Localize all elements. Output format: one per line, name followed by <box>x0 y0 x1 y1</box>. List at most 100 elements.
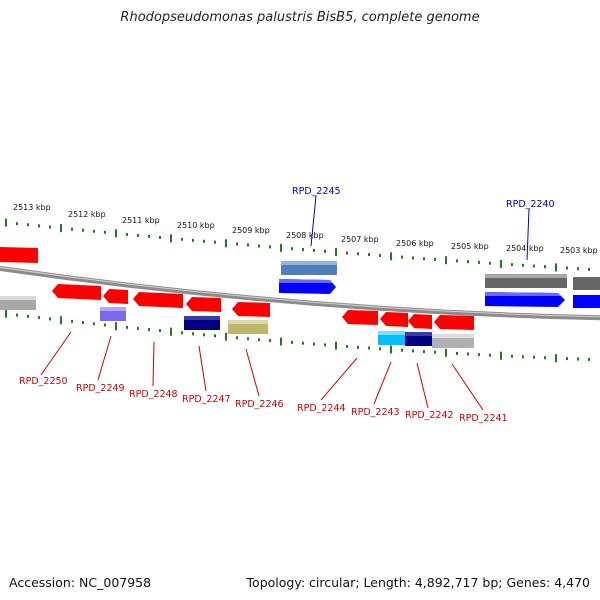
gene-label[interactable]: RPD_2247 <box>182 394 231 405</box>
topology-label: Topology: <box>246 575 306 590</box>
scale-minor-tick <box>291 247 293 251</box>
gene-reverse[interactable] <box>434 315 474 330</box>
gene-reverse[interactable] <box>186 297 221 312</box>
scale-minor-tick <box>544 356 546 360</box>
gene-rpd-2241[interactable] <box>432 334 474 348</box>
gene-reverse[interactable] <box>52 284 101 300</box>
scale-minor-tick <box>71 227 73 231</box>
gene-reverse[interactable] <box>133 292 183 308</box>
scale-minor-tick <box>148 328 150 332</box>
gene-label[interactable]: RPD_2240 <box>506 199 555 210</box>
scale-minor-tick <box>324 343 326 347</box>
gene-rpd-2250[interactable] <box>0 296 36 310</box>
gene-reverse[interactable] <box>232 302 270 317</box>
scale-minor-tick <box>533 264 535 268</box>
scale-minor-tick <box>181 237 183 241</box>
gene-label[interactable]: RPD_2244 <box>297 403 346 414</box>
gene-label[interactable]: RPD_2245 <box>292 186 341 197</box>
gene-label[interactable]: RPD_2243 <box>351 407 400 418</box>
scale-minor-tick <box>82 228 84 232</box>
gene-label[interactable]: RPD_2248 <box>129 389 178 400</box>
scale-minor-tick <box>104 323 106 327</box>
kbp-label: 2505 kbp <box>451 242 489 251</box>
scale-major-tick <box>60 224 62 233</box>
genome-backbone <box>0 265 600 321</box>
scale-minor-tick <box>467 352 469 356</box>
gene-rpd-2247[interactable] <box>184 316 220 330</box>
scale-minor-tick <box>566 357 568 361</box>
gene-reverse[interactable] <box>342 310 378 325</box>
kbp-label: 2508 kbp <box>286 231 324 240</box>
kbp-label: 2504 kbp <box>506 244 544 253</box>
scale-minor-tick <box>126 325 128 329</box>
scale-minor-tick <box>588 357 590 361</box>
scale-minor-tick <box>467 260 469 264</box>
scale-minor-tick <box>401 348 403 352</box>
gene-label[interactable]: RPD_2246 <box>235 399 284 410</box>
scale-minor-tick <box>214 240 216 244</box>
length-value: 4,892,717 bp <box>414 575 499 590</box>
gene-reverse[interactable] <box>103 289 128 304</box>
scale-minor-tick <box>357 345 359 349</box>
scale-minor-tick <box>192 238 194 242</box>
scale-minor-tick <box>93 322 95 326</box>
scale-minor-tick <box>236 242 238 246</box>
scale-major-tick <box>225 332 227 341</box>
scale-minor-tick <box>577 357 579 361</box>
genes-label: Genes: <box>506 575 551 590</box>
leader-lines-bottom <box>40 331 484 411</box>
gene-reverse[interactable] <box>380 312 408 327</box>
gene-partial-right[interactable] <box>573 277 600 308</box>
scale-minor-tick <box>203 239 205 243</box>
scale-minor-tick <box>423 257 425 261</box>
scale-minor-tick <box>456 259 458 263</box>
scale-bottom <box>5 309 590 363</box>
scale-major-tick <box>170 234 172 243</box>
gene-label[interactable]: RPD_2249 <box>76 383 125 394</box>
scale-minor-tick <box>533 355 535 359</box>
gene-label[interactable]: RPD_2241 <box>459 413 508 424</box>
scale-minor-tick <box>313 342 315 346</box>
scale-minor-tick <box>258 338 260 342</box>
scale-major-tick <box>115 229 117 238</box>
scale-major-tick <box>555 263 557 272</box>
scale-major-tick <box>60 316 62 325</box>
scale-minor-tick <box>16 222 18 226</box>
map-title: Rhodopseudomonas palustris BisB5, comple… <box>120 10 480 25</box>
gene-rpd-2246[interactable] <box>228 320 268 334</box>
scale-minor-tick <box>357 252 359 256</box>
scale-minor-tick <box>368 346 370 350</box>
scale-major-tick <box>500 259 502 268</box>
gene-rpd-2243[interactable] <box>378 331 406 345</box>
accession-info: Accession: NC_007958 <box>9 575 151 590</box>
scale-minor-tick <box>346 251 348 255</box>
gene-rpd-2245[interactable] <box>281 261 337 275</box>
kbp-label: 2503 kbp <box>560 246 598 255</box>
scale-minor-tick <box>93 229 95 233</box>
scale-minor-tick <box>588 267 590 271</box>
scale-minor-tick <box>159 329 161 333</box>
gene-label[interactable]: RPD_2250 <box>19 376 68 387</box>
scale-minor-tick <box>181 331 183 335</box>
gene-label[interactable]: RPD_2242 <box>405 410 454 421</box>
scale-minor-tick <box>247 243 249 247</box>
scale-minor-tick <box>247 337 249 341</box>
scale-minor-tick <box>126 232 128 236</box>
gene-rpd-2249[interactable] <box>100 307 126 321</box>
scale-minor-tick <box>49 317 51 321</box>
scale-minor-tick <box>214 334 216 338</box>
scale-minor-tick <box>302 248 304 251</box>
gene-reverse[interactable] <box>408 314 432 329</box>
scale-minor-tick <box>192 332 194 336</box>
scale-minor-tick <box>49 225 51 229</box>
gene-rpd-2242[interactable] <box>405 332 432 346</box>
gene-rpd-2240[interactable] <box>485 274 567 288</box>
gene-reverse[interactable] <box>0 247 38 263</box>
scale-minor-tick <box>203 333 205 337</box>
scale-minor-tick <box>566 266 568 270</box>
scale-major-tick <box>500 351 502 360</box>
scale-minor-tick <box>82 321 84 325</box>
scale-minor-tick <box>434 257 436 261</box>
scale-minor-tick <box>27 314 29 318</box>
